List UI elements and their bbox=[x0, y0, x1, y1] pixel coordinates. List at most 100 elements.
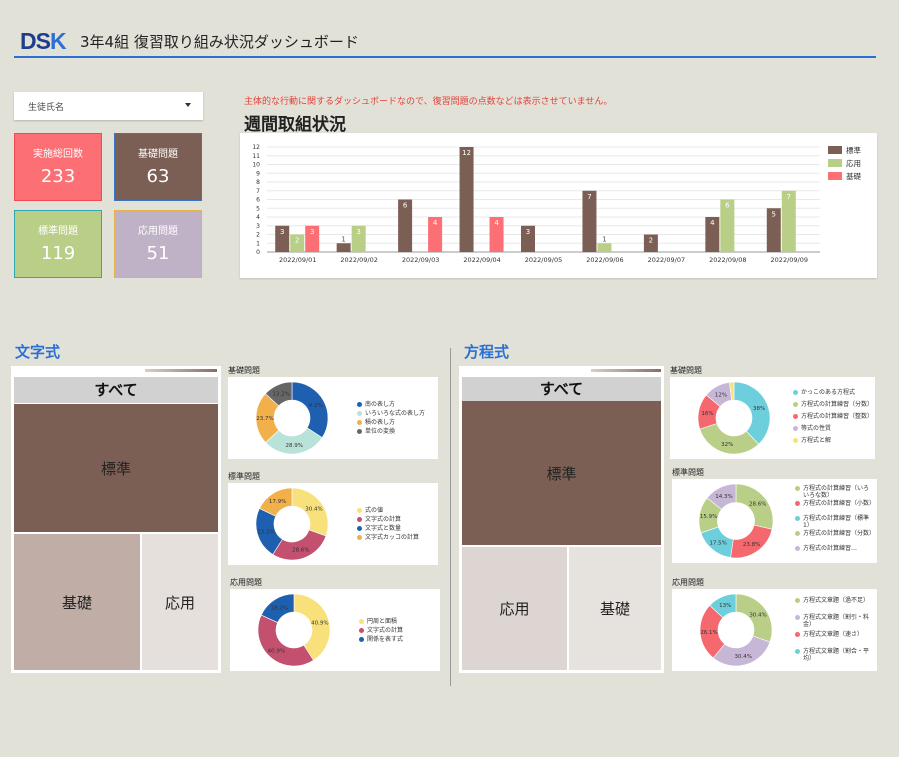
legend-label: 文字式の計算 bbox=[367, 626, 404, 634]
donut-slice-label: 38% bbox=[753, 406, 765, 412]
bar bbox=[351, 225, 366, 252]
legend-swatch bbox=[828, 172, 842, 180]
treemap-left[interactable]: すべて 標準 基礎 応用 bbox=[11, 366, 221, 673]
kpi-value: 63 bbox=[146, 166, 170, 187]
donut-slice-label: 40.9% bbox=[268, 648, 285, 654]
legend-item: 文字式の計算 bbox=[359, 626, 436, 634]
legend-item: 南の表し方 bbox=[357, 401, 434, 408]
bar-value-label: 4 bbox=[433, 219, 438, 227]
x-tick-label: 2022/09/03 bbox=[402, 256, 439, 264]
legend-item: 文字式の計算 bbox=[357, 516, 434, 523]
donut-chart-svg: 4.2% 28.9% 23.7% 13.2% bbox=[255, 381, 329, 455]
bar bbox=[582, 190, 597, 252]
legend-dot bbox=[795, 545, 800, 551]
legend-item: 方程式の計算練習（いろいろな数） bbox=[795, 485, 873, 499]
legend-label: 関係を表す式 bbox=[367, 635, 404, 643]
legend-label: 方程式の計算練習（標準1） bbox=[803, 514, 870, 529]
legend-item: 方程式文章題（割合・平均） bbox=[795, 648, 873, 662]
treemap-zoom-bar[interactable] bbox=[145, 369, 217, 372]
treemap-cell-standard[interactable]: 標準 bbox=[462, 401, 661, 545]
kpi-label: 標準問題 bbox=[38, 226, 78, 237]
bar-value-label: 6 bbox=[403, 202, 408, 210]
legend-label: 方程式の計算練習（分数） bbox=[801, 401, 874, 408]
treemap-cell-advanced[interactable]: 応用 bbox=[462, 547, 567, 670]
donut-slice bbox=[257, 614, 314, 667]
x-tick-label: 2022/09/06 bbox=[586, 256, 623, 264]
legend-label: 方程式の計算練習（小数） bbox=[803, 499, 876, 507]
legend-dot bbox=[793, 402, 798, 407]
bar bbox=[720, 199, 735, 252]
donut-slice-label: 30.4% bbox=[305, 506, 322, 512]
legend-item: 文字式カッコの計算 bbox=[357, 534, 434, 541]
bar bbox=[459, 147, 474, 252]
donut-slice-label: 14.3% bbox=[715, 494, 732, 500]
bar-value-label: 3 bbox=[356, 228, 360, 236]
treemap-zoom-bar[interactable] bbox=[591, 369, 661, 372]
y-tick-label: 5 bbox=[256, 205, 260, 212]
y-tick-label: 8 bbox=[256, 179, 260, 186]
x-tick-label: 2022/09/09 bbox=[771, 256, 808, 264]
legend-label: いろいろな式の表し方 bbox=[365, 410, 426, 417]
legend-label: 文字式と数量 bbox=[365, 525, 402, 532]
legend-item: 方程式の計算練習（整数） bbox=[793, 413, 873, 420]
legend-dot bbox=[795, 530, 800, 536]
treemap-right[interactable]: すべて 標準 応用 基礎 bbox=[459, 366, 664, 673]
y-tick-label: 6 bbox=[256, 197, 260, 204]
treemap-cell-advanced[interactable]: 応用 bbox=[142, 534, 218, 670]
legend-label: 等式の性質 bbox=[801, 425, 832, 432]
legend-item: 方程式の計算練習（小数） bbox=[795, 499, 876, 507]
bar bbox=[398, 199, 413, 252]
legend-dot bbox=[357, 508, 362, 513]
donut-slice-label: 17.9% bbox=[269, 499, 286, 505]
bar bbox=[305, 225, 320, 252]
donut-slice bbox=[709, 593, 737, 619]
y-tick-label: 3 bbox=[256, 223, 260, 230]
bar-value-label: 4 bbox=[710, 219, 715, 227]
bar-value-label: 3 bbox=[310, 228, 314, 236]
legend-label: 文字式の計算 bbox=[365, 516, 402, 523]
bar bbox=[336, 243, 351, 252]
legend-item: かっこのある方程式 bbox=[793, 389, 871, 396]
treemap-cell-basic[interactable]: 基礎 bbox=[569, 547, 661, 670]
y-tick-label: 9 bbox=[256, 170, 260, 177]
bar-value-label: 6 bbox=[725, 202, 730, 210]
kpi-card: 実施総回数 233 bbox=[14, 133, 102, 201]
legend-dot bbox=[793, 390, 798, 395]
x-tick-label: 2022/09/02 bbox=[340, 256, 377, 264]
legend-label: 単位の変換 bbox=[365, 428, 396, 435]
treemap-cell-basic[interactable]: 基礎 bbox=[14, 534, 140, 670]
donut-slice-label: 30.4% bbox=[735, 654, 752, 660]
donut-slice-label: 28.6% bbox=[749, 502, 766, 508]
bar bbox=[766, 208, 781, 252]
legend-item: 円周と面積 bbox=[359, 618, 436, 625]
kpi-value: 51 bbox=[146, 243, 170, 264]
donut-chart: 28.6% 23.8% 17.5% 15.9% 14.3% 方程式の計算練習（いろいろな数… bbox=[672, 479, 877, 563]
bar-value-label: 7 bbox=[787, 193, 791, 201]
legend-dot bbox=[795, 649, 800, 654]
weekly-bar-chart: 0 1 2 3 4 5 6 7 8 9 10 11 12 3 2 3 2022/09/01 1 3 2022/09/0… bbox=[240, 133, 877, 278]
donut-slice bbox=[293, 593, 331, 661]
x-tick-label: 2022/09/01 bbox=[279, 256, 316, 264]
x-tick-label: 2022/09/07 bbox=[648, 256, 685, 264]
legend-label: 南の表し方 bbox=[365, 401, 396, 408]
donut-chart: 4.2% 28.9% 23.7% 13.2% 南の表し方 いろいろな式の表し方 積の表し方単… bbox=[228, 377, 438, 459]
treemap-cell-standard[interactable]: 標準 bbox=[14, 404, 218, 532]
logo: DSK bbox=[20, 28, 67, 54]
legend-dot bbox=[359, 618, 364, 624]
treemap-label: 基礎 bbox=[599, 600, 630, 618]
legend-label: 方程式文章題（過不足） bbox=[803, 597, 870, 604]
donut-slice-label: 16% bbox=[701, 411, 713, 417]
donut-slice-label: 17.5% bbox=[709, 540, 726, 546]
kpi-label: 基礎問題 bbox=[138, 149, 178, 160]
donut-slice-label: 32% bbox=[721, 442, 733, 448]
legend-label: かっこのある方程式 bbox=[801, 389, 856, 396]
treemap-all[interactable]: すべて bbox=[462, 377, 661, 401]
bar-value-label: 2 bbox=[295, 237, 299, 245]
donut-slice-label: 28.6% bbox=[292, 547, 309, 553]
student-name-dropdown[interactable]: 生徒氏名 bbox=[14, 92, 203, 120]
treemap-all[interactable]: すべて bbox=[14, 377, 218, 403]
y-tick-label: 11 bbox=[252, 153, 260, 160]
bar-value-label: 2 bbox=[649, 237, 653, 245]
donut-slice bbox=[259, 487, 293, 517]
x-tick-label: 2022/09/08 bbox=[709, 256, 746, 264]
